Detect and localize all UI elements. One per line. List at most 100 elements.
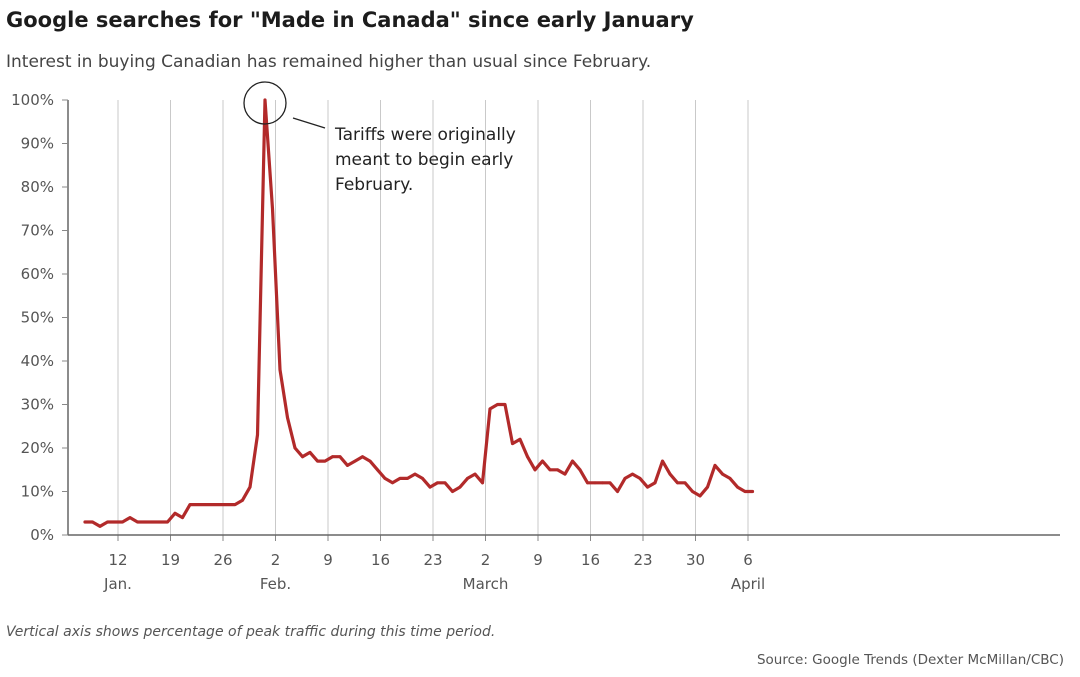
- data-point: [428, 485, 432, 489]
- data-point: [91, 520, 94, 524]
- y-tick-label: 0%: [30, 526, 54, 544]
- data-point: [473, 472, 477, 476]
- data-point: [98, 524, 102, 528]
- data-point: [143, 520, 147, 524]
- data-point: [323, 459, 327, 463]
- data-point: [481, 481, 484, 485]
- series-layer: [83, 98, 755, 528]
- x-tick-label: 16: [371, 551, 390, 569]
- data-point: [563, 472, 567, 476]
- x-tick-label: 23: [633, 551, 652, 569]
- y-tick-label: 60%: [21, 265, 54, 283]
- annotation-pointer: [292, 117, 326, 129]
- data-point: [83, 520, 87, 524]
- x-tick-label: 19: [161, 551, 180, 569]
- x-tick-label: 9: [533, 551, 543, 569]
- annotation-circle: [243, 81, 287, 125]
- data-point: [256, 433, 259, 437]
- data-point: [233, 503, 237, 506]
- data-point: [728, 477, 732, 480]
- data-point: [293, 446, 297, 450]
- data-point: [466, 477, 469, 480]
- data-point: [706, 485, 709, 489]
- data-point: [751, 490, 754, 493]
- data-point: [713, 464, 717, 467]
- y-tick-label: 50%: [21, 309, 54, 327]
- data-point: [263, 98, 267, 102]
- x-tick-label: 23: [423, 551, 442, 569]
- x-axis: 12 Jan. 19 26 2 Feb. 9 16 23 2 March 9 16 23 30 6 April: [68, 534, 1060, 593]
- data-point: [286, 416, 289, 419]
- data-point: [548, 468, 552, 472]
- data-point: [586, 481, 589, 485]
- data-point: [278, 368, 282, 372]
- data-point: [691, 490, 694, 493]
- data-point: [406, 477, 409, 480]
- y-tick-label: 70%: [21, 222, 54, 240]
- data-point: [421, 477, 424, 480]
- data-point: [391, 481, 394, 485]
- source-credit: Source: Google Trends (Dexter McMillan/C…: [756, 652, 1064, 668]
- data-point: [173, 511, 177, 515]
- data-point: [556, 468, 559, 472]
- data-point: [623, 477, 627, 480]
- data-point: [511, 442, 514, 445]
- x-tick-label: 6: [743, 551, 753, 569]
- y-axis: 0% 10% 20% 30% 40% 50% 60% 70% 80% 90% 100%: [11, 91, 69, 544]
- x-tick-label: 2: [271, 551, 281, 569]
- data-point: [593, 481, 597, 485]
- y-tick-label: 40%: [21, 352, 54, 370]
- data-point: [503, 403, 507, 406]
- data-point: [121, 520, 124, 524]
- x-month-label: March: [463, 575, 509, 593]
- data-point: [451, 490, 454, 493]
- data-point: [533, 468, 537, 472]
- data-point: [653, 481, 657, 485]
- x-month-label: Feb.: [260, 575, 291, 593]
- data-point: [698, 494, 702, 498]
- data-point: [601, 481, 604, 485]
- y-tick-label: 30%: [21, 396, 54, 414]
- data-point: [646, 485, 649, 489]
- x-tick-label: 26: [213, 551, 232, 569]
- data-point: [226, 503, 229, 506]
- data-point: [188, 503, 192, 506]
- x-tick-label: 2: [481, 551, 491, 569]
- data-point: [638, 477, 642, 480]
- y-tick-label: 90%: [21, 135, 54, 153]
- data-point: [361, 455, 364, 459]
- x-tick-label: 30: [686, 551, 705, 569]
- data-point: [488, 407, 492, 411]
- y-tick-label: 20%: [21, 439, 54, 457]
- data-point: [571, 459, 574, 463]
- footnote: Vertical axis shows percentage of peak t…: [6, 624, 496, 640]
- data-point: [203, 503, 207, 506]
- data-point: [106, 520, 109, 524]
- chart-title: Google searches for "Made in Canada" sin…: [6, 8, 694, 32]
- chart-subtitle: Interest in buying Canadian has remained…: [6, 52, 652, 72]
- data-point: [181, 516, 184, 519]
- data-point: [661, 459, 664, 463]
- data-point: [398, 477, 402, 480]
- data-point: [518, 437, 522, 441]
- x-tick-label: 16: [581, 551, 600, 569]
- x-tick-label: 9: [323, 551, 333, 569]
- data-point: [383, 477, 387, 480]
- y-tick-label: 80%: [21, 178, 54, 196]
- data-point: [128, 516, 132, 519]
- annotation: Tariffs were originally meant to begin ea…: [243, 81, 516, 195]
- data-point: [271, 207, 274, 211]
- data-point: [316, 459, 319, 463]
- data-point: [368, 459, 372, 463]
- data-point: [113, 520, 117, 524]
- data-point: [458, 485, 462, 489]
- data-point: [353, 459, 357, 463]
- data-point: [248, 485, 252, 489]
- x-month-label: Jan.: [103, 575, 132, 593]
- data-point: [683, 481, 687, 485]
- data-point: [308, 451, 312, 454]
- x-month-label: April: [731, 575, 765, 593]
- data-point: [541, 459, 544, 463]
- data-point: [721, 472, 724, 476]
- data-point: [676, 481, 679, 485]
